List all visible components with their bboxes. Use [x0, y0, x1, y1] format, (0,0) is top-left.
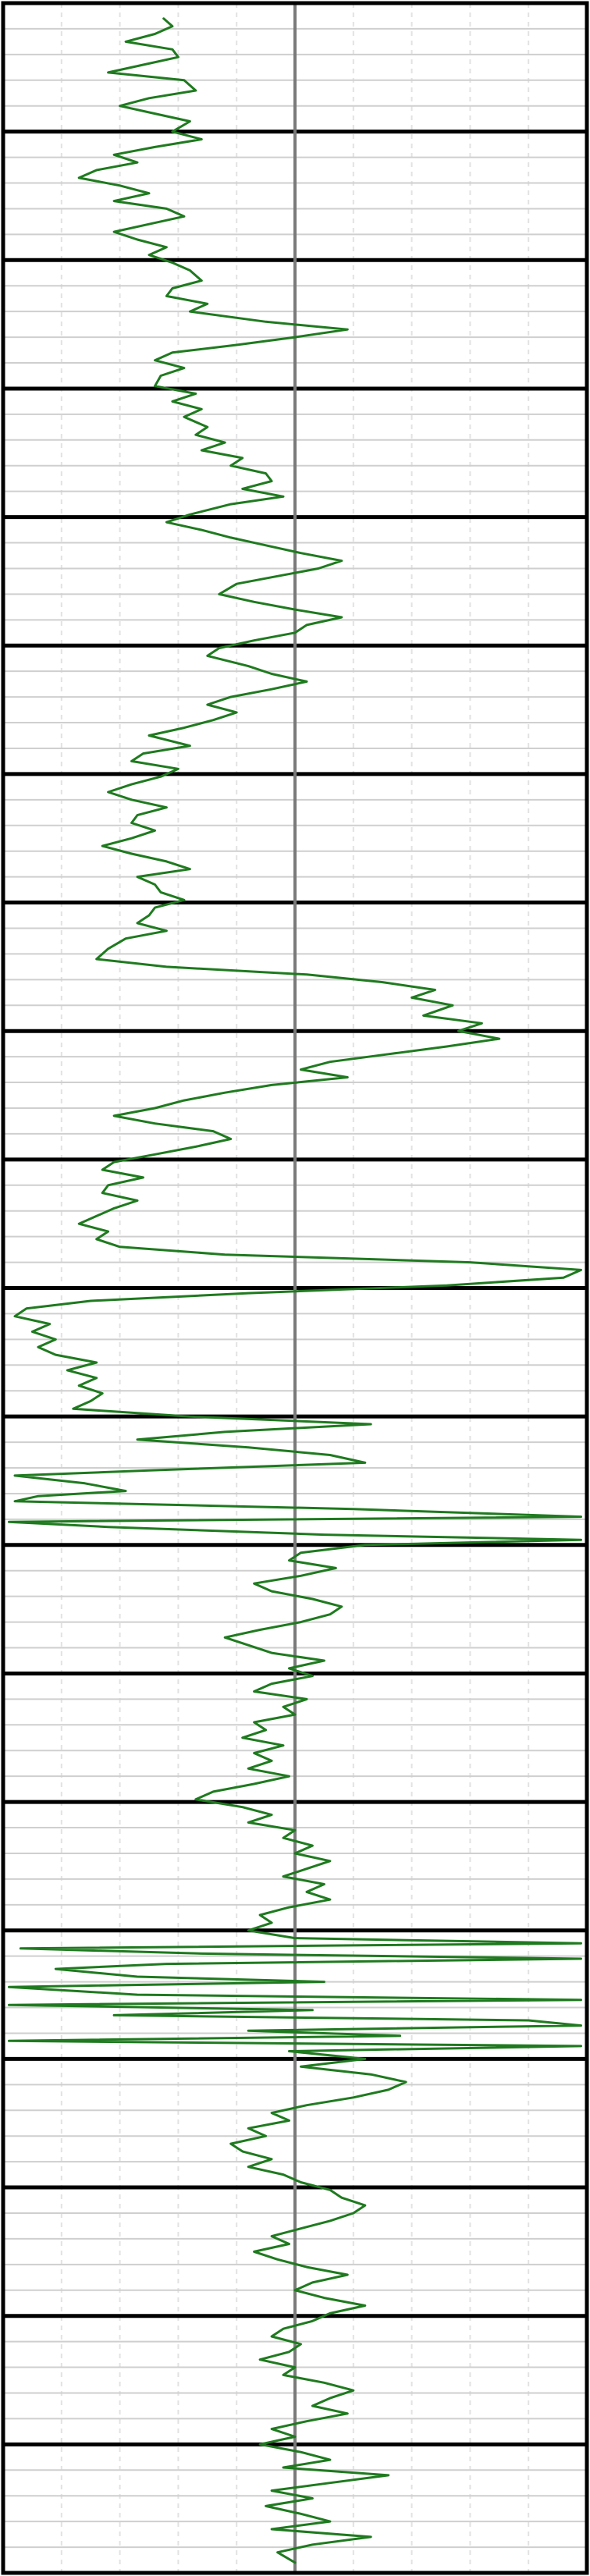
curve-series-layer: [8, 17, 582, 2564]
curve-series-1: [8, 17, 582, 2564]
